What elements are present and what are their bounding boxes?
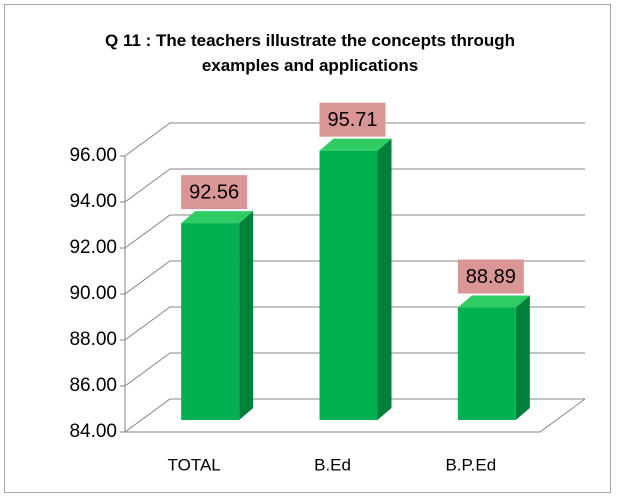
bar-side: [239, 211, 254, 420]
y-tick-label: 90.00: [69, 283, 117, 304]
x-tick-label: TOTAL: [168, 455, 221, 474]
grid-line: [124, 398, 585, 433]
bar: [181, 223, 240, 420]
data-label-box: [319, 102, 386, 137]
data-label: 88.89: [466, 266, 516, 288]
y-tick-label: 94.00: [69, 191, 117, 212]
bar: [457, 307, 516, 420]
chart-frame: [4, 4, 611, 493]
grid-line: [124, 352, 585, 387]
data-label-box: [181, 175, 248, 210]
y-tick-label: 96.00: [69, 145, 117, 166]
grid-line: [124, 122, 585, 157]
grid-line: [124, 168, 585, 203]
x-tick-label: B.P.Ed: [445, 455, 496, 474]
bar: [319, 150, 378, 421]
bar-top: [457, 295, 530, 308]
grid-line: [124, 306, 585, 341]
y-tick-label: 88.00: [69, 329, 117, 350]
data-label-box: [457, 259, 524, 294]
bar-top: [181, 211, 254, 224]
bar-side: [377, 138, 392, 421]
data-label: 92.56: [189, 181, 239, 203]
data-label: 95.71: [327, 109, 377, 131]
y-tick-label: 84.00: [69, 421, 117, 442]
floor: [125, 398, 586, 433]
grid-line: [124, 260, 585, 295]
x-tick-label: B.Ed: [314, 455, 351, 474]
y-tick-label: 86.00: [69, 375, 117, 396]
bar-top: [319, 138, 392, 151]
chart-title: Q 11 : The teachers illustrate the conce…: [105, 31, 515, 75]
y-tick-label: 92.00: [69, 237, 117, 258]
bar-side: [515, 295, 530, 420]
grid-line: [124, 214, 585, 249]
